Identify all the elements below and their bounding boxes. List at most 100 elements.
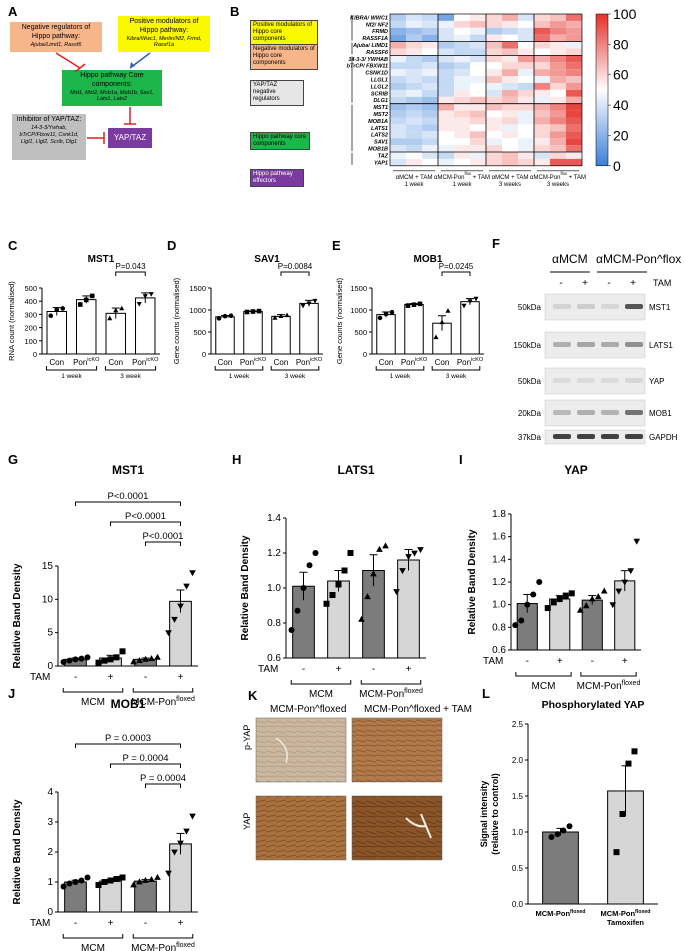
heatmap-cell [454, 89, 470, 97]
data-point [417, 547, 424, 554]
heatmap-cell [422, 62, 438, 70]
heatmap-cell [550, 48, 566, 56]
x-tick-label: PonicKO [457, 357, 484, 367]
heatmap-cell [486, 69, 502, 77]
panel-letter-f: F [492, 236, 500, 251]
tam-sign: - [559, 278, 562, 289]
x-tick-label: + [336, 664, 342, 675]
heatmap-cell [422, 20, 438, 28]
heatmap-cell [566, 20, 582, 28]
panel-letter-k: K [248, 688, 258, 703]
heatmap-cell [518, 110, 534, 118]
heatmap-cell [550, 158, 566, 166]
data-point [119, 648, 126, 655]
micro-row1-label: p-YAP [242, 724, 252, 750]
kda-label: 50kDa [518, 377, 542, 386]
condition-duration: 1 week [404, 182, 424, 188]
blot-band [601, 304, 619, 309]
heatmap-gene-label: RASSF1A [362, 36, 388, 42]
x-tick-label: - [74, 918, 77, 929]
y-tick-label: 3 [47, 817, 53, 828]
blot-band [625, 434, 643, 439]
heatmap-cell [502, 76, 518, 83]
blot-band [601, 378, 619, 383]
group-bracket [62, 934, 124, 939]
data-point [130, 881, 137, 888]
x-tick-label: PonicKO [296, 357, 323, 367]
panel-letter-b: B [230, 4, 240, 19]
data-point [399, 568, 406, 575]
data-point [177, 603, 184, 610]
heatmap-cell [470, 103, 486, 111]
heatmap-cell [518, 55, 534, 63]
heatmap-cell [518, 117, 534, 125]
heatmap-cell [438, 138, 454, 146]
panel-letter: G [8, 452, 18, 467]
data-point [148, 655, 155, 662]
data-point [84, 654, 91, 661]
kda-label: 20kDa [518, 409, 542, 418]
heatmap-cell [550, 89, 566, 97]
heatmap-cell [470, 158, 486, 166]
heatmap-cell [422, 145, 438, 152]
data-point [177, 840, 184, 847]
heatmap-cell [406, 138, 422, 146]
data-point [183, 583, 190, 590]
heatmap-cell [390, 103, 406, 111]
heatmap-gene-label: SCRIB [371, 91, 388, 97]
data-point [566, 823, 573, 830]
heatmap-cell [486, 131, 502, 139]
neg-reg-genes: Ajuba/Limd1, Rassf6 [30, 41, 82, 48]
group-bracket [375, 366, 425, 371]
data-point [433, 334, 439, 340]
heatmap-cell [518, 83, 534, 90]
y-tick-label: 1500 [189, 284, 206, 293]
heatmap-cell [454, 131, 470, 139]
heatmap-cell [550, 20, 566, 28]
protein-label: MOB1 [649, 409, 672, 418]
data-point [119, 874, 126, 881]
data-point [582, 602, 590, 609]
heatmap-cell [454, 110, 470, 118]
heatmap-cell [470, 20, 486, 28]
group-label: 1 week [229, 373, 250, 380]
blot-band [553, 378, 571, 383]
data-point [60, 659, 67, 665]
heatmap-cell [534, 145, 550, 152]
protein-label: MST1 [649, 303, 671, 312]
heatmap-cell [566, 27, 582, 35]
heatmap-cell [406, 124, 422, 132]
micro-col1-label: MCM-Pon^floxed [270, 704, 347, 715]
chart-d: D SAV1 0 500 1000 1500 Gene counts (normalised… [167, 238, 323, 380]
data-point [358, 615, 365, 622]
micrograph-yap-control [255, 795, 347, 861]
data-point [107, 656, 114, 663]
data-point [306, 562, 313, 569]
y-tick-label: 10 [42, 594, 54, 605]
heatmap-cell [454, 34, 470, 42]
data-point [439, 319, 445, 325]
chart-title: MOB1 [111, 697, 146, 711]
data-point [376, 545, 383, 552]
data-point [154, 873, 161, 880]
heatmap-cell [518, 158, 534, 166]
data-point [101, 657, 108, 664]
chart-title: MST1 [88, 254, 115, 265]
heatmap-cell [502, 48, 518, 56]
y-tick-label: 1500 [350, 284, 367, 293]
heatmap-cell [550, 62, 566, 70]
heatmap-cell [566, 62, 582, 70]
colorbar-tick-label: 0 [613, 158, 621, 174]
heatmap-cell [486, 20, 502, 28]
heatmap-cell [566, 69, 582, 77]
condition-label: αMCM + TAM [396, 175, 433, 181]
micro-col2-label: MCM-Pon^floxed + TAM [364, 704, 472, 715]
heatmap-cell [566, 83, 582, 90]
heatmap-cell [486, 158, 502, 166]
heatmap-cell [534, 83, 550, 90]
data-point [113, 307, 119, 313]
heatmap-cell [438, 27, 454, 35]
heatmap-group-yaptaz: YAP/TAZ negative regulators [250, 80, 304, 106]
data-point [95, 882, 102, 888]
heatmap-gene-label: MST2 [373, 112, 388, 118]
